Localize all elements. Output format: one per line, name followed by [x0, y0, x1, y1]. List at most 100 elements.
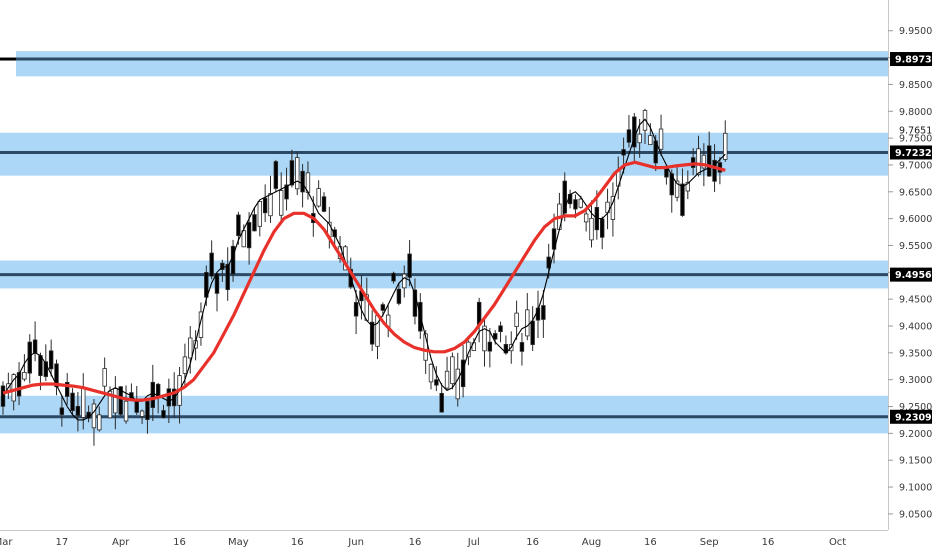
candle	[295, 151, 300, 196]
candle-body	[102, 368, 107, 387]
price-tick-label: 9.75000	[899, 134, 932, 145]
candle	[321, 192, 327, 213]
candle-body	[332, 229, 337, 238]
time-axis: Mar 17 Apr 16 May 16 Jun 16 Jul 16 Aug 16 Sep 16 Oct	[0, 530, 888, 548]
price-tick-label: 9.30000	[899, 375, 932, 386]
candle-body	[188, 337, 193, 359]
price-tick-label: 9.55000	[899, 241, 932, 252]
candle-body	[113, 388, 118, 414]
candle-body	[375, 315, 380, 347]
candle-body	[701, 154, 707, 169]
candle	[65, 373, 70, 405]
candle	[102, 357, 107, 395]
candle-body	[664, 167, 669, 178]
candle	[519, 333, 525, 366]
price-tick-label: 9.05000	[899, 509, 932, 520]
candle-body	[43, 361, 48, 377]
candle-body	[54, 363, 59, 388]
candle-body	[444, 370, 450, 389]
level-price-label-1: 9.89730	[890, 52, 932, 67]
candle	[171, 372, 177, 419]
candle-body	[562, 180, 567, 214]
candle	[70, 388, 75, 416]
zone-2	[0, 132, 888, 176]
candle-body	[161, 410, 166, 419]
candle-body	[583, 213, 589, 223]
price-tick-label: 9.10000	[899, 483, 932, 494]
candle	[75, 391, 81, 432]
candle-body	[225, 263, 230, 291]
candle-body	[273, 161, 279, 189]
candle-body	[198, 311, 204, 338]
candle-body	[434, 379, 439, 386]
price-tick-label: 9.65000	[899, 187, 932, 198]
candle-body	[637, 133, 642, 144]
price-tick-label: 9.20000	[899, 429, 932, 440]
time-tick-label: Apr	[112, 537, 130, 548]
candle-body	[707, 145, 712, 177]
candle-body	[230, 245, 236, 275]
candle-body	[70, 392, 75, 411]
candle-body	[369, 321, 375, 345]
candle	[54, 359, 59, 396]
support-resistance-lines	[0, 57, 888, 419]
candle	[428, 363, 434, 390]
candle-body	[696, 148, 701, 175]
candle-body	[284, 184, 289, 200]
candle-body	[268, 193, 273, 217]
time-tick-label: Sep	[700, 537, 719, 548]
slow-moving-average	[2, 160, 726, 402]
candle	[97, 406, 102, 432]
candle-body	[123, 400, 129, 422]
level-price-label-1-bg	[890, 52, 932, 67]
time-tick-label: Jun	[347, 537, 364, 548]
time-tick-label: May	[228, 537, 249, 548]
candle-body	[648, 135, 653, 146]
candle	[198, 302, 204, 346]
candle-body	[118, 386, 123, 415]
time-tick-label: 17	[55, 537, 68, 548]
candle	[402, 265, 407, 298]
candle	[22, 354, 27, 382]
candle-body	[439, 393, 444, 413]
candle	[145, 400, 150, 434]
candle-body	[246, 222, 252, 249]
candle-body	[455, 368, 460, 400]
candle	[246, 212, 252, 265]
candle	[262, 184, 268, 223]
candle-body	[712, 159, 717, 182]
level-price-label-4-bg	[890, 409, 932, 424]
candle	[707, 131, 712, 177]
candle	[113, 376, 118, 430]
time-tick-label: Oct	[829, 537, 846, 548]
candle	[284, 167, 289, 211]
candle-body	[241, 230, 246, 248]
candle-body	[295, 157, 300, 190]
candle-body	[685, 182, 690, 192]
candle-body	[546, 256, 551, 269]
current-price-label: 9.76517	[899, 125, 932, 136]
candle-body	[145, 400, 150, 420]
candle-body	[391, 272, 396, 282]
level-price-label-4-text: 9.23090	[895, 412, 932, 423]
candle-body	[11, 374, 16, 402]
candle-body	[669, 173, 674, 196]
candle	[434, 366, 439, 392]
candle	[225, 247, 230, 301]
candle-body	[236, 214, 241, 237]
candle	[316, 180, 321, 208]
candle-body	[204, 272, 209, 298]
price-tick-label: 9.25000	[899, 402, 932, 413]
candle	[107, 386, 113, 419]
candle-body	[316, 188, 321, 207]
level-price-label-2-text: 9.72324	[895, 148, 932, 159]
candle	[535, 290, 541, 338]
candle	[252, 207, 257, 232]
candle-body	[525, 309, 530, 337]
level-price-label-2-bg	[890, 145, 932, 160]
moving-average-lines	[2, 118, 726, 421]
candle-body	[171, 388, 177, 407]
fast-moving-average	[2, 118, 726, 421]
time-tick-label: Jul	[467, 537, 480, 548]
candle-body	[38, 355, 43, 377]
